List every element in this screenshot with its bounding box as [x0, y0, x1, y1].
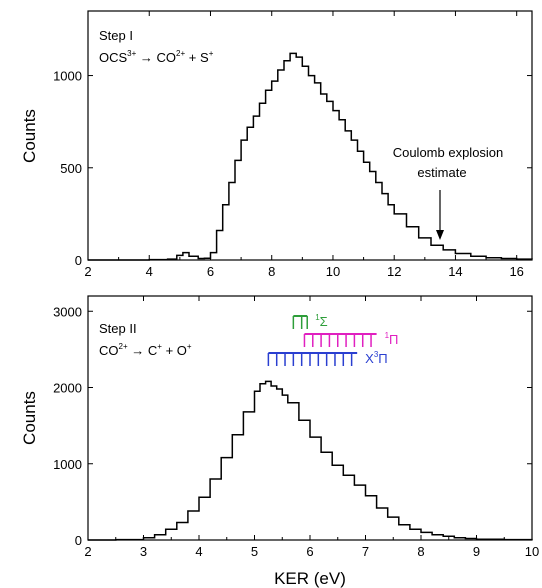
x-tick-label: 10	[326, 264, 340, 279]
y-tick-label: 0	[75, 253, 82, 268]
x-tick-label: 16	[509, 264, 523, 279]
plot-frame-top	[87, 10, 533, 261]
x-tick-label: 4	[195, 544, 202, 559]
y-tick-label: 3000	[53, 304, 82, 319]
y-tick-label: 0	[75, 533, 82, 548]
y-axis-top: 0 500 1000	[53, 69, 532, 268]
series-line-step-2	[88, 380, 533, 541]
x-tick-label: 12	[387, 264, 401, 279]
x-tick-label: 6	[207, 264, 214, 279]
y-tick-label: 500	[60, 161, 82, 176]
x-tick-label: 7	[362, 544, 369, 559]
step-label-bottom: Step II	[99, 321, 137, 336]
y-tick-label: 1000	[53, 457, 82, 472]
state-ladders: 1Σ 1Π X3Π	[267, 313, 399, 366]
x-tick-label: 5	[251, 544, 258, 559]
state-label: X3Π	[365, 350, 388, 366]
panel-step-2: 0 1000 2000 3000 2 3 4 5 6 7 8 9 10 Step II CO2+ → …	[20, 295, 539, 588]
x-axis-top: 2 4 6 8 10 12 14 16	[84, 11, 524, 279]
reaction-top: OCS3+ → CO2+ + S+	[99, 49, 214, 65]
x-tick-label: 3	[140, 544, 147, 559]
x-tick-label: 9	[473, 544, 480, 559]
y-tick-label: 1000	[53, 69, 82, 84]
plot-frame-bottom	[87, 295, 533, 541]
x-tick-label: 4	[146, 264, 153, 279]
annotation-arrow	[436, 190, 444, 240]
panel-step-1: 0 500 1000 2 4 6 8 10 12 14 16 Step I OCS3+ → CO2…	[20, 10, 533, 279]
state-label: 1Σ	[315, 313, 328, 329]
annotation-line-2: estimate	[417, 165, 466, 180]
reaction-bottom: CO2+ → C+ + O+	[99, 342, 192, 358]
x-tick-label: 6	[306, 544, 313, 559]
annotation-line-1: Coulomb explosion	[393, 145, 504, 160]
series-line-step-1	[88, 52, 533, 261]
x-tick-label: 2	[84, 264, 91, 279]
y-axis-label-top: Counts	[20, 109, 39, 163]
step-label-top: Step I	[99, 28, 133, 43]
x-axis-bottom: 2 3 4 5 6 7 8 9 10	[84, 296, 539, 559]
x-tick-label: 8	[417, 544, 424, 559]
x-tick-label: 8	[268, 264, 275, 279]
x-axis-label: KER (eV)	[274, 569, 346, 588]
y-tick-label: 2000	[53, 381, 82, 396]
x-tick-label: 2	[84, 544, 91, 559]
y-axis-bottom: 0 1000 2000 3000	[53, 304, 532, 548]
x-tick-label: 10	[525, 544, 539, 559]
y-axis-label-bottom: Counts	[20, 391, 39, 445]
x-tick-label: 14	[448, 264, 462, 279]
state-label: 1Π	[385, 331, 399, 347]
